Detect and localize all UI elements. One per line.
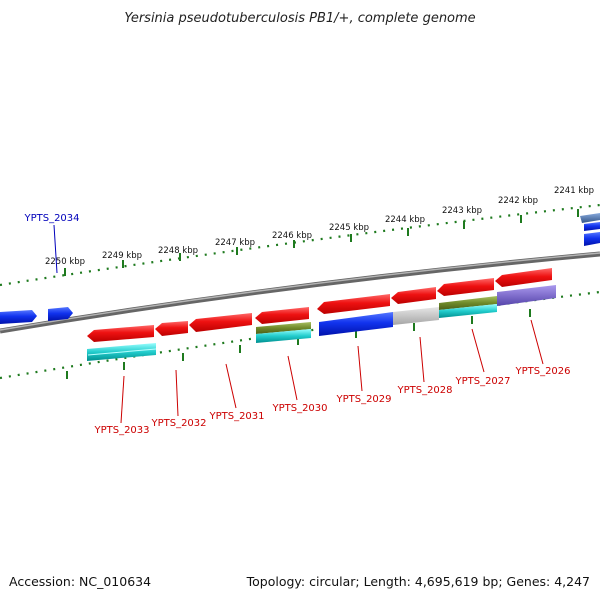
bar-cyan-YPTS_2033-stripe: [87, 348, 157, 356]
kbp-label: 2248 kbp: [158, 246, 198, 256]
gene-label-YPTS_2034: YPTS_2034: [23, 213, 79, 224]
cds-arrow-YPTS_2031: [189, 313, 252, 332]
callout-YPTS_2028: [419, 336, 425, 383]
callout-YPTS_2026: [530, 319, 544, 365]
kbp-label: 2242 kbp: [498, 196, 538, 206]
bar-olive-YPTS_2030: [256, 322, 311, 334]
gene-arrow-YPTS_2034: [48, 307, 73, 321]
upper-tick-ruler: [0, 203, 600, 287]
label-callouts: [53, 224, 544, 424]
callout-YPTS_2030: [287, 355, 298, 401]
cds-arrow-YPTS_2032: [155, 321, 188, 336]
bar-cyan-YPTS_2027: [439, 304, 497, 318]
accession-text: Accession: NC_010634: [9, 574, 151, 589]
callout-YPTS_2031: [225, 363, 237, 409]
callout-YPTS_2032: [175, 369, 179, 417]
callout-YPTS_2027: [471, 328, 485, 373]
gene-label-YPTS_2028: YPTS_2028: [396, 385, 452, 396]
cds-arrow-YPTS_2033: [87, 325, 154, 342]
bar-cyan-YPTS_2030: [256, 329, 311, 343]
kbp-label: 2245 kbp: [329, 223, 369, 233]
kbp-label: 2243 kbp: [442, 206, 482, 216]
gene-label-YPTS_2031: YPTS_2031: [208, 411, 264, 422]
kbp-label: 2250 kbp: [45, 257, 85, 267]
callout-YPTS_2034: [53, 224, 58, 274]
gene-label-YPTS_2026: YPTS_2026: [514, 366, 570, 377]
cds-arrows: [87, 268, 552, 342]
upper-major-ticks: [64, 209, 579, 276]
cds-arrow-YPTS_2030: [255, 307, 309, 324]
feature-blue-partial: [584, 222, 600, 231]
bar-olive-YPTS_2027: [439, 296, 497, 310]
feature-blue-partial-2: [584, 232, 600, 246]
genome-backbone-highlight: [0, 252, 600, 331]
genome-summary-text: Topology: circular; Length: 4,695,619 bp…: [246, 574, 590, 589]
gene-label-YPTS_2033: YPTS_2033: [93, 425, 149, 436]
kbp-label: 2241 kbp: [554, 186, 594, 196]
kbp-label: 2247 kbp: [215, 238, 255, 248]
cds-arrow-YPTS_2028: [391, 287, 436, 304]
bar-blue-YPTS_2029: [319, 312, 393, 336]
callout-YPTS_2033: [120, 375, 125, 424]
gene-label-YPTS_2032: YPTS_2032: [150, 418, 206, 429]
cds-arrow-YPTS_2026: [495, 268, 552, 287]
kbp-labels: 2250 kbp 2249 kbp 2248 kbp 2247 kbp 2246…: [45, 186, 594, 267]
gene-labels: YPTS_2034 YPTS_2033 YPTS_2032 YPTS_2031 …: [23, 213, 570, 436]
map-title: Yersinia pseudotuberculosis PB1/+, compl…: [124, 11, 475, 26]
bar-purple-YPTS_2026: [497, 285, 556, 306]
cds-arrow-YPTS_2029: [317, 294, 390, 314]
genome-backbone: [0, 251, 600, 334]
gene-label-YPTS_2029: YPTS_2029: [335, 394, 391, 405]
bar-grey-YPTS_2028: [393, 307, 439, 325]
gene-label-YPTS_2027: YPTS_2027: [454, 376, 510, 387]
callout-YPTS_2029: [357, 345, 363, 392]
kbp-label: 2246 kbp: [272, 231, 312, 241]
lower-major-ticks: [66, 309, 531, 379]
gene-label-YPTS_2030: YPTS_2030: [271, 403, 327, 414]
kbp-label: 2244 kbp: [385, 215, 425, 225]
kbp-label: 2249 kbp: [102, 251, 142, 261]
feature-steel-partial: [580, 213, 600, 223]
cds-arrow-YPTS_2027: [437, 278, 494, 296]
feature-bars: [87, 285, 556, 361]
gene-arrow-YPTS_2034-left: [0, 310, 37, 324]
